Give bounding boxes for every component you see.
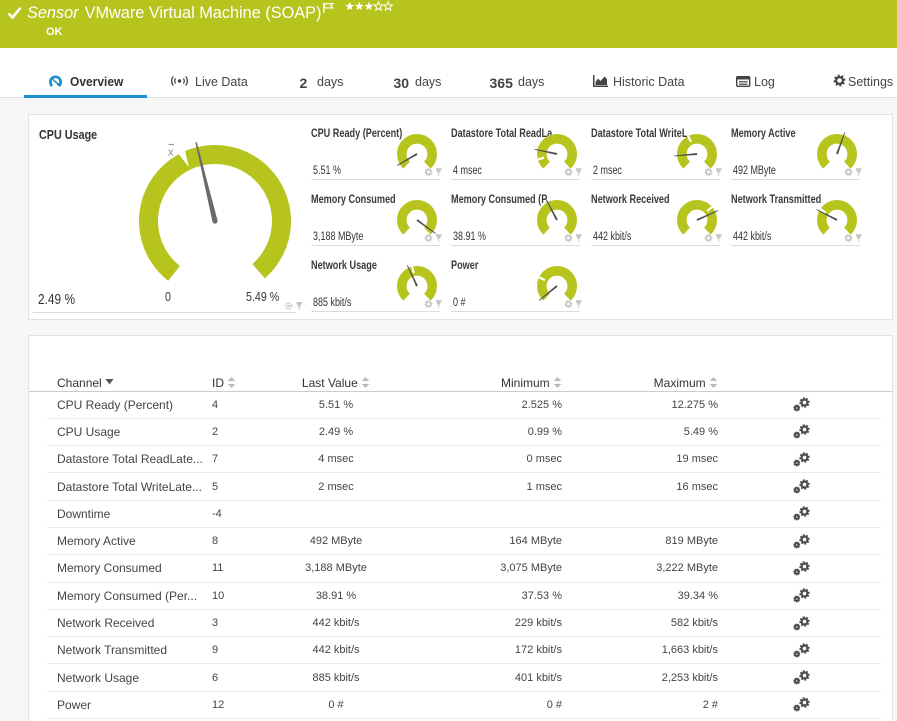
svg-text:x: x: [168, 147, 174, 159]
